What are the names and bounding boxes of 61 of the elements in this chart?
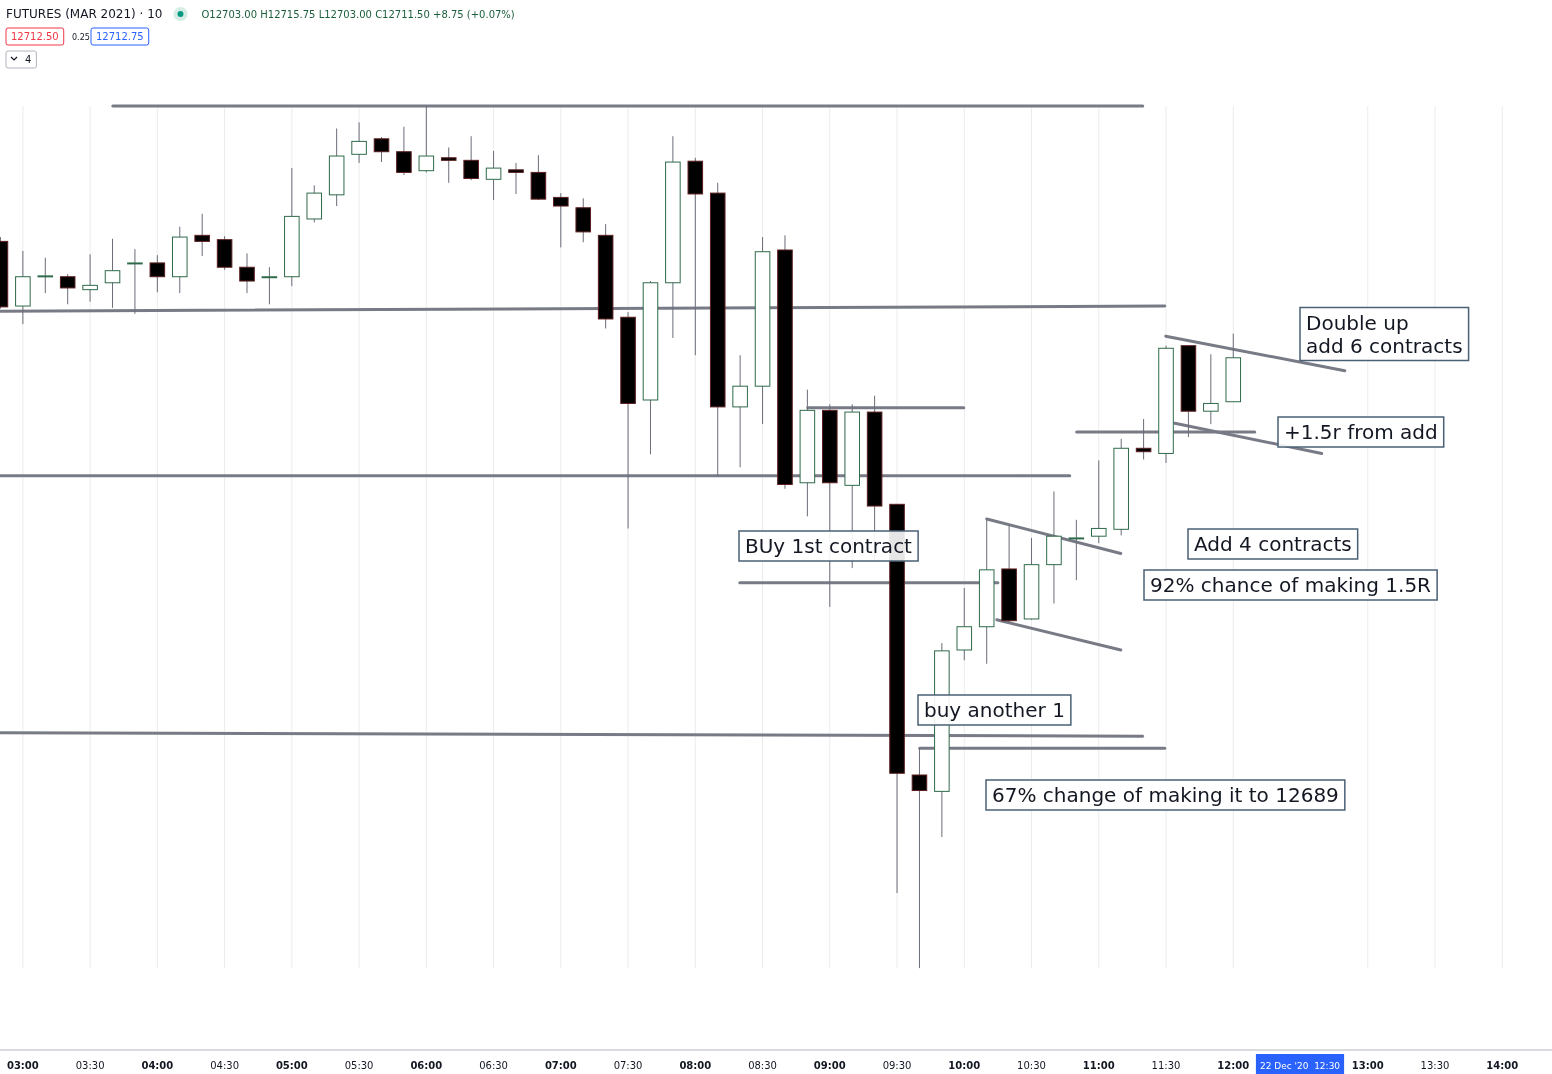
x-tick-label: 14:00: [1486, 1060, 1519, 1071]
text: 0.25: [72, 33, 90, 42]
chart-title: FUTURES (MAR 2021) · 10: [6, 7, 163, 21]
x-tick-label: 06:30: [479, 1060, 508, 1071]
annotation: 67% change of making it to 12689: [992, 783, 1339, 807]
candlestick: [37, 257, 54, 294]
x-tick-label: 10:30: [1017, 1060, 1046, 1071]
candlestick: [1203, 353, 1219, 425]
x-tick-label: 08:00: [679, 1060, 712, 1071]
x-tick-label: 08:30: [748, 1060, 777, 1071]
candlestick: [956, 587, 973, 661]
x-tick-label: 11:00: [1082, 1060, 1115, 1071]
x-tick-label: 07:30: [613, 1060, 643, 1071]
candlestick: [194, 213, 210, 257]
candlestick: [373, 136, 390, 163]
x-tick-label: 12:00: [1217, 1060, 1250, 1071]
candlestick: [508, 162, 524, 195]
x-tick-label: 13:30: [1420, 1060, 1450, 1071]
candlestick: [440, 146, 457, 184]
annotation: Double up add 6 contracts: [1306, 310, 1463, 358]
candlestick: [239, 252, 255, 294]
candlestick: [911, 747, 928, 969]
x-tick-label: 09:00: [813, 1060, 846, 1071]
x-tick-label: 03:00: [6, 1060, 39, 1071]
chart-subtitle: O12703.00 H12715.75 L12703.00 C12711.50 +8.75 (+0.07%): [201, 9, 515, 20]
candlestick: [59, 273, 76, 305]
annotation: Add 4 contracts: [1194, 532, 1352, 556]
annotation: BUy 1st contract: [745, 534, 913, 558]
x-tick-label: 03:30: [75, 1060, 105, 1071]
x-tick-label: 11:30: [1151, 1060, 1181, 1071]
x-tick-label: 09:30: [882, 1060, 912, 1071]
candlestick: [485, 150, 502, 201]
text: 4: [25, 54, 32, 65]
candlestick: [418, 105, 435, 173]
text: 12712.75: [96, 31, 144, 42]
candlestick: [261, 266, 278, 305]
candlestick: [553, 192, 569, 248]
x-tick-label: 13:00: [1351, 1060, 1384, 1071]
candlestick: [1135, 418, 1152, 460]
x-tick-label: 04:30: [210, 1060, 240, 1071]
candlestick: [396, 126, 412, 176]
x-tick-label: 04:00: [141, 1060, 174, 1071]
text: 22 Dec '20 12:30: [1259, 1061, 1341, 1071]
annotation: +1.5r from add: [1284, 420, 1438, 444]
candlestick: [149, 254, 166, 293]
candlestick: [1068, 519, 1085, 581]
x-tick-label: 06:00: [410, 1060, 443, 1071]
candlestick: [732, 354, 748, 468]
x-tick-label: 10:00: [948, 1060, 981, 1071]
candlestick: [82, 253, 98, 303]
candlestick: [127, 248, 143, 315]
candlestick: [351, 121, 367, 164]
candlestick: [1090, 459, 1107, 544]
x-tick-label: 07:00: [544, 1060, 577, 1071]
candlestick: [104, 238, 121, 309]
x-tick-label: 05:30: [344, 1060, 374, 1071]
annotation: buy another 1: [924, 698, 1065, 722]
text: 12712.50: [11, 31, 59, 42]
annotation: 92% chance of making 1.5R: [1150, 573, 1432, 597]
candlestick: [463, 135, 479, 181]
x-tick-label: 05:00: [275, 1060, 308, 1071]
